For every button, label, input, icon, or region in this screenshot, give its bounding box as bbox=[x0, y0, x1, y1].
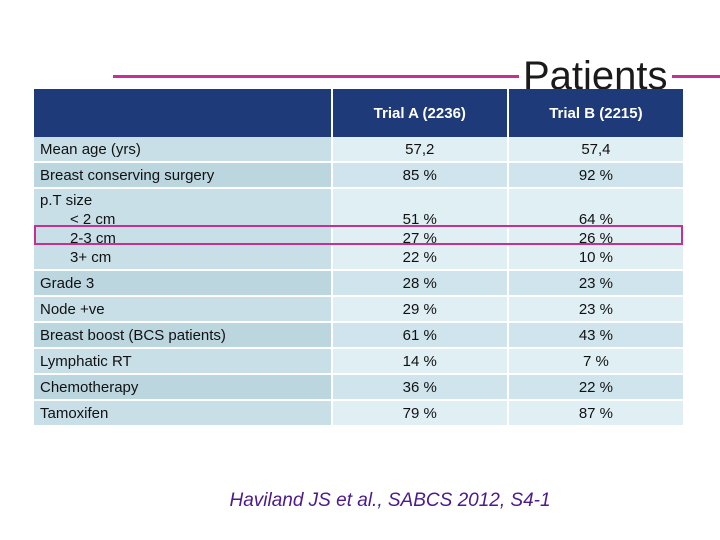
trial-a-value: 85 % bbox=[330, 163, 507, 189]
trial-b-value: 64 % bbox=[578, 211, 614, 228]
table-header-row: Trial A (2236) Trial B (2215) bbox=[34, 89, 683, 137]
table-row: Grade 3 28 % 23 % bbox=[34, 271, 683, 297]
trial-b-value: 10 % bbox=[578, 249, 614, 266]
row-label: Chemotherapy bbox=[34, 375, 331, 401]
trial-a-value: 22 % bbox=[402, 249, 437, 266]
row-label-pt-size: p.T size < 2 cm 2-3 cm 3+ cm bbox=[34, 189, 331, 271]
trial-b-value: 23 % bbox=[506, 297, 683, 323]
trial-a-value: 27 % bbox=[402, 230, 437, 247]
trial-b-value: 92 % bbox=[506, 163, 683, 189]
table-row: Tamoxifen 79 % 87 % bbox=[34, 401, 683, 427]
trial-b-value: 87 % bbox=[506, 401, 683, 427]
pt-size-sub-1: < 2 cm bbox=[70, 211, 116, 228]
row-label: Tamoxifen bbox=[34, 401, 331, 427]
row-label: Breast boost (BCS patients) bbox=[34, 323, 331, 349]
patients-table: Trial A (2236) Trial B (2215) Mean age (… bbox=[34, 89, 683, 427]
trial-b-value: 26 % bbox=[578, 230, 614, 247]
trial-b-value: 23 % bbox=[506, 271, 683, 297]
table-row: Breast boost (BCS patients) 61 % 43 % bbox=[34, 323, 683, 349]
trial-a-value: 36 % bbox=[330, 375, 507, 401]
header-trial-a: Trial A (2236) bbox=[330, 89, 507, 137]
trial-a-value: 14 % bbox=[330, 349, 507, 375]
row-label: Breast conserving surgery bbox=[34, 163, 331, 189]
table-row: Node +ve 29 % 23 % bbox=[34, 297, 683, 323]
pt-size-sub-3: 3+ cm bbox=[70, 249, 112, 266]
table-row: Mean age (yrs) 57,2 57,4 bbox=[34, 137, 683, 163]
table-row: Chemotherapy 36 % 22 % bbox=[34, 375, 683, 401]
trial-b-value: 57,4 bbox=[506, 137, 683, 163]
title-underline bbox=[113, 75, 720, 78]
header-blank bbox=[34, 89, 331, 137]
trial-a-value: 61 % bbox=[330, 323, 507, 349]
table-row-pt-size: p.T size < 2 cm 2-3 cm 3+ cm 51 % 27 % 2… bbox=[34, 189, 683, 271]
trial-a-value: 57,2 bbox=[330, 137, 507, 163]
row-label: Node +ve bbox=[34, 297, 331, 323]
trial-b-value: 43 % bbox=[506, 323, 683, 349]
trial-a-value: 79 % bbox=[330, 401, 507, 427]
table-row: Lymphatic RT 14 % 7 % bbox=[34, 349, 683, 375]
trial-a-value: 51 % bbox=[402, 211, 437, 228]
table-row: Breast conserving surgery 85 % 92 % bbox=[34, 163, 683, 189]
trial-a-pt-size: 51 % 27 % 22 % bbox=[330, 189, 507, 271]
row-label: Lymphatic RT bbox=[34, 349, 331, 375]
row-label: Mean age (yrs) bbox=[34, 137, 331, 163]
header-trial-b: Trial B (2215) bbox=[506, 89, 683, 137]
highlight-box bbox=[34, 225, 683, 245]
trial-a-value: 29 % bbox=[330, 297, 507, 323]
row-label: Grade 3 bbox=[34, 271, 331, 297]
pt-size-label: p.T size bbox=[40, 192, 93, 209]
trial-a-value: 28 % bbox=[330, 271, 507, 297]
pt-size-sub-2: 2-3 cm bbox=[70, 230, 116, 247]
trial-b-value: 22 % bbox=[506, 375, 683, 401]
trial-b-pt-size: 64 % 26 % 10 % bbox=[506, 189, 683, 271]
trial-b-value: 7 % bbox=[506, 349, 683, 375]
citation: Haviland JS et al., SABCS 2012, S4-1 bbox=[229, 490, 551, 511]
